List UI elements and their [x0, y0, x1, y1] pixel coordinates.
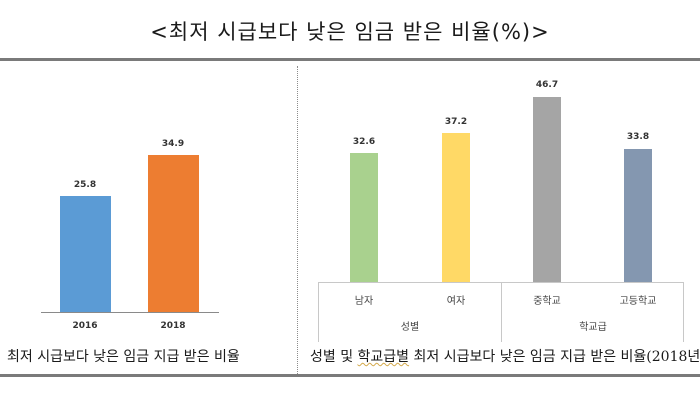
bar-value-middle-school: 46.7 — [535, 80, 559, 90]
chart-divider — [297, 66, 298, 374]
group-label-gender: 성별 — [400, 322, 420, 333]
bar-value-2018: 34.9 — [161, 139, 185, 149]
category-label-male: 남자 — [354, 296, 374, 307]
bar-2018 — [148, 155, 199, 312]
left-chart-caption: 최저 시급보다 낮은 임금 지급 받은 비율 — [7, 349, 240, 365]
bar-value-male: 32.6 — [352, 137, 376, 147]
caption-part-2: 학교급별 — [357, 349, 410, 365]
category-label-middle-school: 중학교 — [533, 296, 561, 307]
bar-middle-school — [533, 97, 561, 282]
axis-tick-group-separator — [501, 282, 502, 342]
top-rule — [0, 58, 700, 61]
axis-tick-right — [683, 282, 684, 342]
axis-tick-left — [318, 282, 319, 342]
right-chart-caption: 성별 및 학교급별 최저 시급보다 낮은 임금 지급 받은 비율(2018년) — [310, 346, 700, 366]
caption-part-1: 성별 및 — [310, 349, 358, 365]
bar-2016 — [60, 196, 111, 312]
page-title: <최저 시급보다 낮은 임금 받은 비율(%)> — [150, 20, 550, 44]
bar-high-school — [624, 149, 652, 282]
bar-value-2016: 25.8 — [73, 180, 97, 190]
category-label-high-school: 고등학교 — [619, 296, 657, 307]
x-axis — [41, 312, 219, 313]
category-label-2018: 2018 — [160, 321, 186, 331]
group-label-school-level: 학교급 — [579, 322, 607, 333]
bar-value-female: 37.2 — [444, 117, 468, 127]
bar-male — [350, 153, 378, 282]
category-label-female: 여자 — [446, 296, 466, 307]
caption-part-3: 최저 시급보다 낮은 임금 지급 받은 비율(2018년) — [409, 349, 700, 365]
bar-value-high-school: 33.8 — [626, 132, 650, 142]
category-label-2016: 2016 — [72, 321, 98, 331]
bottom-rule — [0, 374, 700, 377]
bar-female — [442, 133, 470, 282]
